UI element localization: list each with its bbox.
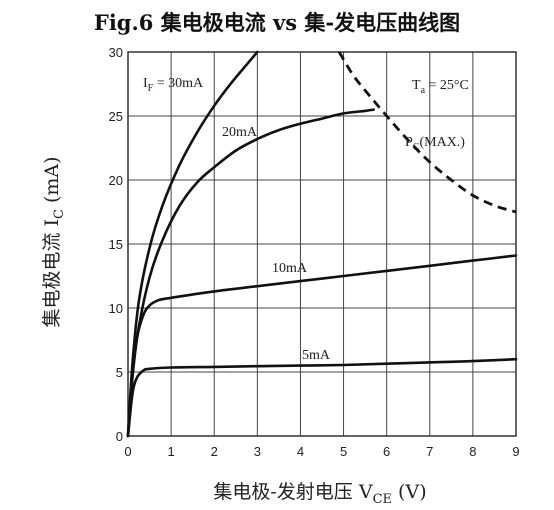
y-tick-label-5: 25 — [109, 109, 123, 124]
series-line-MAX. — [338, 51, 517, 214]
series-line-20mA — [126, 108, 375, 438]
curve-label-30mA: IF = 30mA — [143, 76, 204, 94]
y-tick-labels: 0 5 10 15 20 25 30 — [109, 45, 123, 444]
series-line-30mA — [126, 50, 259, 438]
x-tick-label-2: 2 — [211, 444, 218, 459]
x-tick-label-6: 6 — [383, 444, 390, 459]
curve-label-pc-max: PC(MAX.) — [405, 135, 465, 153]
curve-label-20mA: 20mA — [222, 125, 258, 140]
x-tick-label-3: 3 — [254, 444, 261, 459]
y-tick-label-2: 10 — [109, 301, 123, 316]
curve-label-10mA: 10mA — [272, 261, 308, 276]
y-tick-label-0: 0 — [116, 429, 123, 444]
x-tick-label-1: 1 — [167, 444, 174, 459]
ambient-temperature-note: Ta = 25°C — [412, 78, 469, 96]
x-tick-label-7: 7 — [426, 444, 433, 459]
y-tick-label-1: 5 — [116, 365, 123, 380]
grid — [127, 51, 517, 437]
x-axis-label: 集电极-发射电压 VCE (V) — [213, 481, 426, 507]
y-tick-label-6: 30 — [109, 45, 123, 60]
series-line-10mA — [126, 254, 518, 438]
x-tick-label-5: 5 — [340, 444, 347, 459]
series-lines — [126, 50, 518, 438]
y-tick-label-3: 15 — [109, 237, 123, 252]
y-tick-label-4: 20 — [109, 173, 123, 188]
y-axis-label: 集电极电流 IC (mA) — [41, 156, 67, 327]
x-tick-label-9: 9 — [512, 444, 519, 459]
chart-title: Fig.6 集电极电流 vs 集-发电压曲线图 — [94, 10, 460, 35]
x-tick-label-0: 0 — [124, 444, 131, 459]
x-tick-label-8: 8 — [469, 444, 476, 459]
series-line-5mA — [126, 357, 518, 438]
x-tick-label-4: 4 — [297, 444, 304, 459]
plot-frame — [127, 51, 517, 437]
curve-label-5mA: 5mA — [302, 348, 331, 363]
x-tick-labels: 0 1 2 3 4 5 6 7 8 9 — [124, 444, 519, 459]
